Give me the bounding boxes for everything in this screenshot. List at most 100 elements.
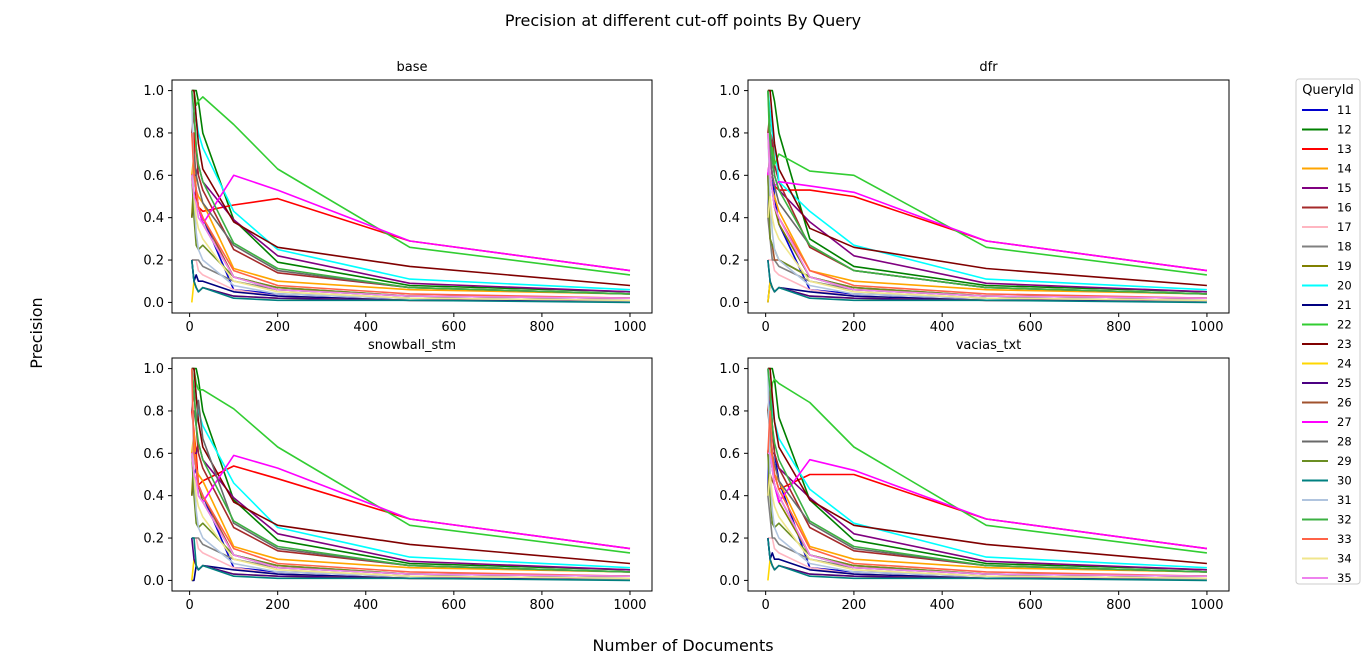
- legend-item-16: 16: [1302, 201, 1352, 215]
- y-tick-label: 0.8: [143, 404, 164, 419]
- series-line-23: [191, 367, 631, 565]
- y-tick-label: 0.2: [143, 254, 164, 269]
- x-tick-label: 600: [1018, 320, 1043, 335]
- legend-item-22: 22: [1302, 318, 1352, 332]
- y-tick-label: 1.0: [143, 362, 164, 377]
- x-tick-label: 200: [265, 320, 290, 335]
- legend-item-34: 34: [1302, 552, 1352, 566]
- x-tick-label: 200: [265, 598, 290, 613]
- series-line-30: [191, 537, 631, 582]
- series-line-32: [767, 90, 1207, 295]
- legend-label: 22: [1337, 318, 1352, 332]
- axes-frame: [171, 357, 653, 592]
- legend-frame: [1295, 78, 1361, 585]
- legend-label: 24: [1337, 357, 1352, 371]
- x-tick-label: 600: [441, 320, 466, 335]
- x-tick-label: 0: [762, 598, 770, 613]
- legend-label: 32: [1337, 513, 1352, 527]
- series-line-35: [767, 132, 1207, 299]
- y-tick-label: 0.6: [143, 169, 164, 184]
- x-tick-label: 800: [1106, 598, 1131, 613]
- legend-label: 18: [1337, 240, 1352, 254]
- legend-label: 34: [1337, 552, 1352, 566]
- y-tick-label: 0.0: [143, 574, 164, 589]
- x-tick-label: 400: [930, 320, 955, 335]
- legend-label: 20: [1337, 279, 1352, 293]
- series-line-28: [191, 132, 631, 295]
- x-tick-label: 200: [841, 598, 866, 613]
- series-line-23: [767, 367, 1207, 565]
- x-tick-label: 800: [1106, 320, 1131, 335]
- y-tick-label: 0.2: [719, 532, 740, 547]
- legend-label: 13: [1337, 142, 1352, 156]
- legend-title: QueryId: [1302, 83, 1354, 98]
- series-line-11: [767, 388, 1207, 580]
- series-line-28: [191, 399, 631, 573]
- x-tick-label: 1000: [1190, 320, 1223, 335]
- y-tick-label: 0.0: [143, 296, 164, 311]
- series-line-13: [191, 410, 631, 550]
- series-lines: [191, 367, 631, 582]
- x-tick-label: 1000: [613, 598, 646, 613]
- x-tick-label: 800: [529, 598, 554, 613]
- legend-label: 14: [1337, 162, 1352, 176]
- y-tick-label: 1.0: [143, 84, 164, 99]
- x-tick-label: 0: [185, 598, 193, 613]
- y-tick-label: 0.6: [719, 447, 740, 462]
- series-line-13: [191, 132, 631, 272]
- x-tick-label: 400: [930, 598, 955, 613]
- series-line-33: [191, 132, 631, 299]
- series-line-28: [767, 410, 1207, 573]
- series-line-32: [191, 90, 631, 295]
- legend-item-25: 25: [1302, 376, 1352, 390]
- legend-item-35: 35: [1302, 571, 1352, 585]
- x-tick-label: 0: [185, 320, 193, 335]
- legend-label: 30: [1337, 474, 1352, 488]
- subplot-base: base 0 200 400 600 800 1000 0.0 0.2 0.4 0.6 0.8 1.0: [143, 60, 653, 335]
- x-tick-label: 1000: [1190, 598, 1223, 613]
- y-tick-label: 0.8: [719, 126, 740, 141]
- series-line-35: [191, 453, 631, 577]
- legend-item-12: 12: [1302, 123, 1352, 137]
- legend-label: 12: [1337, 123, 1352, 137]
- series-line-23: [191, 89, 631, 287]
- axes-frame: [171, 79, 653, 314]
- y-tick-label: 0.6: [719, 169, 740, 184]
- legend-item-32: 32: [1302, 513, 1352, 527]
- legend-label: 33: [1337, 532, 1352, 546]
- legend-label: 11: [1337, 103, 1352, 117]
- legend-label: 16: [1337, 201, 1352, 215]
- legend-label: 29: [1337, 454, 1352, 468]
- subplot-dfr: dfr 0 200 400 600 800 1000 0.0 0.2 0.4 0.6 0.8 1.0: [719, 60, 1230, 335]
- y-tick-label: 0.4: [143, 489, 164, 504]
- legend-item-15: 15: [1302, 181, 1352, 195]
- series-line-35: [191, 175, 631, 299]
- x-tick-label: 400: [353, 598, 378, 613]
- y-tick-label: 0.0: [719, 296, 740, 311]
- legend-item-11: 11: [1302, 103, 1352, 117]
- series-line-30: [767, 537, 1207, 582]
- series-line-35: [767, 452, 1207, 577]
- legend-item-23: 23: [1302, 337, 1352, 351]
- legend: QueryId 11 12 13 14 15 16 17 18 19 20 21 22 23 24 25 26…: [1295, 78, 1361, 585]
- legend-items: 11 12 13 14 15 16 17 18 19 20 21 22 23 24 25 26 27 28 29 30…: [1302, 103, 1352, 585]
- series-line-28: [767, 132, 1207, 295]
- series-line-34: [767, 473, 1207, 580]
- series-line-33: [191, 368, 631, 577]
- legend-label: 25: [1337, 376, 1352, 390]
- legend-label: 19: [1337, 259, 1352, 273]
- legend-item-17: 17: [1302, 220, 1352, 234]
- series-line-31: [767, 132, 1207, 302]
- series-lines: [191, 89, 631, 304]
- series-line-33: [767, 410, 1207, 577]
- series-line-15: [767, 431, 1207, 571]
- y-tick-label: 0.6: [143, 447, 164, 462]
- legend-label: 28: [1337, 435, 1352, 449]
- y-tick-label: 1.0: [719, 362, 740, 377]
- legend-item-26: 26: [1302, 396, 1352, 410]
- x-tick-label: 200: [841, 320, 866, 335]
- legend-label: 15: [1337, 181, 1352, 195]
- subplot-vacias_txt: vacias_txt 0 200 400 600 800 1000 0.0 0.2 0.4 0.6 0…: [719, 338, 1230, 613]
